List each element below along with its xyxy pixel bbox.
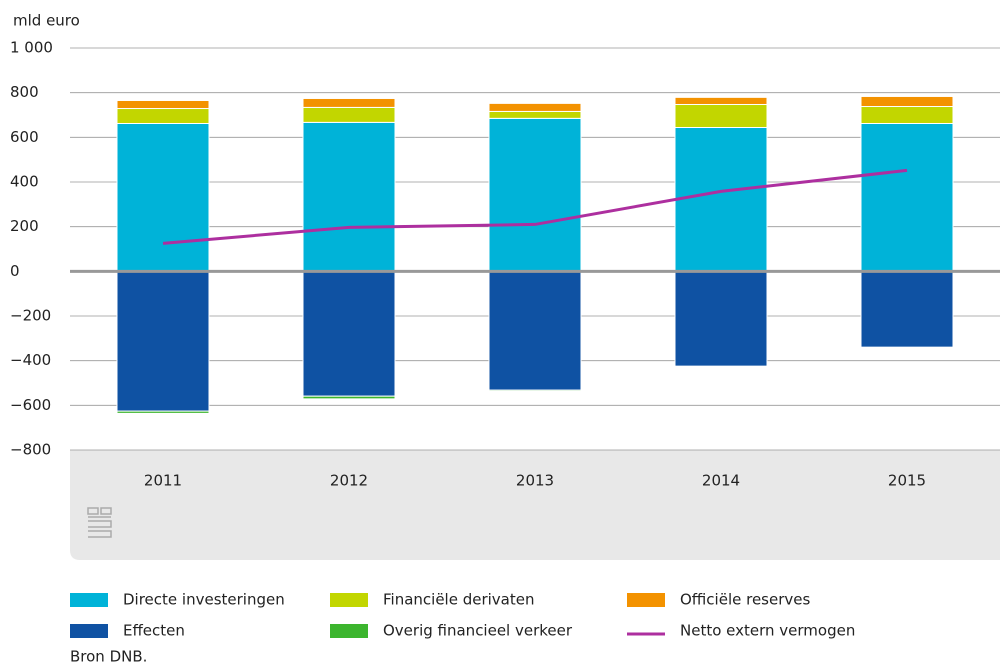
bar-segment (302, 270, 396, 397)
footer-panel (70, 450, 1000, 560)
legend-swatch (330, 593, 368, 607)
legend-label: Overig financieel verkeer (383, 622, 573, 640)
bar-segment (488, 117, 582, 272)
bar-segment (116, 122, 210, 272)
bar-segment (488, 270, 582, 391)
legend-label: Directe investeringen (123, 591, 285, 609)
legend-label: Officiële reserves (680, 591, 810, 609)
y-tick-label: 1 000 (10, 39, 53, 57)
bar-segment (860, 270, 954, 348)
bar-segment (116, 108, 210, 124)
y-tick-label: −800 (10, 441, 51, 459)
bar-segment (860, 95, 954, 108)
y-tick-label: 800 (10, 83, 39, 101)
bar-segment (488, 389, 582, 392)
source: Bron DNB. (70, 648, 147, 666)
x-tick-label: 2011 (144, 472, 182, 490)
x-tick-label: 2014 (702, 472, 740, 490)
y-tick-label: 0 (10, 262, 20, 280)
x-tick-label: 2013 (516, 472, 554, 490)
bar-segment (860, 106, 954, 124)
y-axis-label: mld euro (13, 12, 80, 30)
bar-segment (674, 127, 768, 272)
line-series (162, 168, 908, 245)
logo (87, 507, 112, 538)
legend-label: Effecten (123, 622, 185, 640)
bar-segment (116, 99, 210, 110)
bar-segment (674, 270, 768, 367)
y-tick-label: −600 (10, 396, 51, 414)
x-tick-label: 2015 (888, 472, 926, 490)
legend-swatch (70, 593, 108, 607)
legend-swatch (627, 593, 665, 607)
bar-segment (302, 97, 396, 108)
legend-label: Financiële derivaten (383, 591, 535, 609)
legend-swatch (330, 624, 368, 638)
bar-segment (302, 395, 396, 400)
bar-segment (116, 410, 210, 414)
y-tick-label: −200 (10, 307, 51, 325)
y-tick-label: −400 (10, 351, 51, 369)
bar-segment (860, 122, 954, 272)
y-tick-label: 200 (10, 217, 39, 235)
bar-segment (302, 106, 396, 123)
bar-segment (302, 121, 396, 272)
bar-segment (674, 104, 768, 129)
y-tick-label: 400 (10, 173, 39, 191)
bar-segment (116, 270, 210, 412)
legend-swatch (70, 624, 108, 638)
legend-label: Netto extern vermogen (680, 622, 855, 640)
bar-segment (488, 102, 582, 112)
y-tick-label: 600 (10, 128, 39, 146)
bar-segment (674, 96, 768, 106)
bar-segment (488, 110, 582, 119)
x-tick-label: 2012 (330, 472, 368, 490)
